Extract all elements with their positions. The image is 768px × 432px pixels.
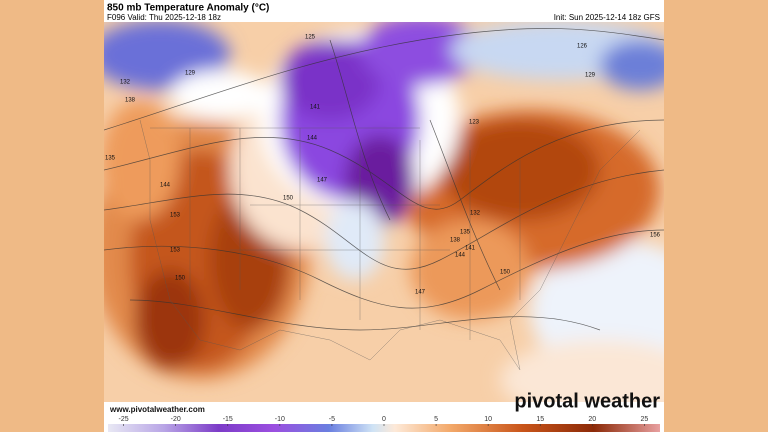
init-time: Init: Sun 2025-12-14 18z GFS — [554, 13, 660, 22]
colorbar-tick-label: -20 — [171, 416, 181, 423]
contour-label: 141 — [310, 105, 321, 111]
contour-label: 144 — [160, 183, 171, 189]
contour-label: 129 — [185, 71, 196, 77]
map-field — [104, 22, 664, 402]
contour-label: 138 — [125, 98, 136, 104]
colorbar-tick-label: 20 — [588, 416, 596, 423]
title: 850 mb Temperature Anomaly (°C) — [107, 3, 269, 14]
colorbar — [108, 424, 660, 432]
contour-label: 150 — [500, 270, 511, 276]
contour-label: 156 — [650, 233, 661, 239]
contour-label: 135 — [460, 230, 471, 236]
contour-label: 135 — [105, 156, 116, 162]
contour-label: 147 — [415, 290, 426, 296]
colorbar-tick-label: 0 — [382, 416, 386, 423]
contour-label: 144 — [455, 253, 466, 259]
contour-label: 132 — [120, 80, 131, 86]
colorbar-tick-label: 10 — [484, 416, 492, 423]
contour-label: 153 — [170, 248, 181, 254]
colorbar-tick-label: -15 — [223, 416, 233, 423]
contour-label: 123 — [469, 120, 480, 126]
colorbar-tick-label: -5 — [329, 416, 335, 423]
contour-label: 132 — [470, 211, 481, 217]
site-url: www.pivotalweather.com — [109, 405, 205, 414]
colorbar-tick-label: -10 — [275, 416, 285, 423]
contour-label: 141 — [465, 246, 476, 252]
valid-time: F096 Valid: Thu 2025-12-18 18z — [107, 13, 221, 22]
colorbar-tick-label: 15 — [536, 416, 544, 423]
contour-label: 147 — [317, 178, 328, 184]
contour-label: 125 — [305, 35, 316, 41]
contour-label: 126 — [577, 44, 588, 50]
colorbar-tick-label: 25 — [640, 416, 648, 423]
contour-label: 129 — [585, 73, 596, 79]
contour-label: 138 — [450, 238, 461, 244]
brand: pivotal weather — [514, 390, 660, 412]
contour-label: 150 — [175, 276, 186, 282]
contour-label: 153 — [170, 213, 181, 219]
colorbar-tick-label: 5 — [434, 416, 438, 423]
contour-label: 150 — [283, 196, 294, 202]
contour-label: 144 — [307, 136, 318, 142]
colorbar-tick-label: -25 — [119, 416, 129, 423]
